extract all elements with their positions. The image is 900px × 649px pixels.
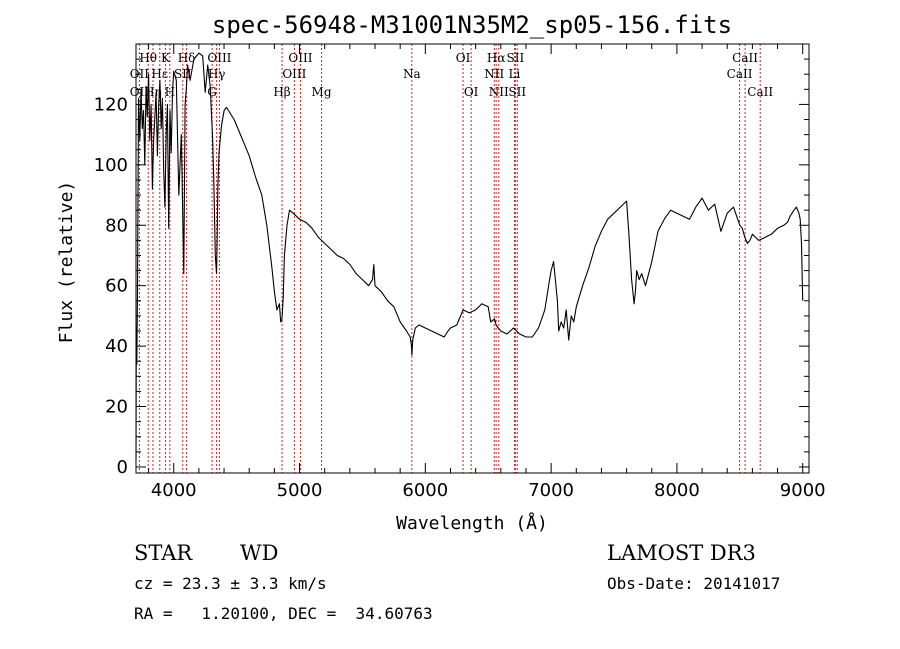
survey-name: LAMOST DR3: [607, 541, 756, 565]
spectral-line-label: OIII: [282, 67, 306, 81]
y-axis-label: Flux (relative): [56, 181, 77, 344]
spectral-line-label: CaII: [732, 51, 758, 65]
object-class: STAR: [134, 541, 193, 565]
spectral-line-label: Hθ: [139, 51, 157, 65]
spectral-line-label: Hδ: [178, 51, 196, 65]
spectral-line-label: H: [165, 85, 175, 99]
spectral-line-label: SII: [507, 51, 525, 65]
spectral-line-label: K: [161, 51, 171, 65]
chart-title: spec-56948-M31001N35M2_sp05-156.fits: [212, 11, 732, 39]
y-tick-label: 80: [105, 215, 128, 236]
y-tick-label: 60: [105, 276, 128, 297]
spectral-line-label: Mg: [312, 85, 332, 99]
spectral-line-label: OII: [130, 85, 150, 99]
x-tick-label: 8000: [654, 480, 700, 501]
x-tick-label: 6000: [402, 480, 448, 501]
y-tick-label: 100: [94, 155, 128, 176]
spectral-line-label: NII: [489, 85, 509, 99]
spectral-line-label: CaII: [747, 85, 773, 99]
spectral-line-label: OI: [464, 85, 479, 99]
spectral-line-label: SII: [508, 85, 526, 99]
spectral-line-label: OI: [456, 51, 471, 65]
x-tick-label: 9000: [780, 480, 826, 501]
x-tick-label: 4000: [151, 480, 197, 501]
object-subclass: WD: [240, 541, 278, 565]
spectral-line-label: CaII: [727, 67, 753, 81]
spectral-line-label: Hβ: [273, 85, 290, 99]
spectrum-line: [135, 52, 804, 461]
spectral-line-label: Li: [508, 67, 520, 81]
spectral-line-label: G: [207, 85, 217, 99]
spectral-line-label: Hε: [151, 67, 168, 81]
axis-ticks: 4000 5000 6000 7000 8000 9000 0 20 40 60 80 100 120: [94, 44, 826, 501]
spectral-line-label: Hα: [487, 51, 506, 65]
spectral-line-label: OIII: [207, 51, 231, 65]
spectral-line-label: OIII: [288, 51, 312, 65]
x-tick-label: 7000: [528, 480, 574, 501]
redshift-cz: cz = 23.3 ± 3.3 km/s: [134, 574, 327, 593]
y-tick-label: 120: [94, 94, 128, 115]
y-tick-label: 40: [105, 336, 128, 357]
line-markers: [138, 44, 761, 473]
x-axis-label: Wavelength (Å): [396, 512, 548, 534]
spectral-line-label: Hγ: [208, 67, 226, 81]
y-tick-label: 20: [105, 397, 128, 418]
observation-date: Obs-Date: 20141017: [607, 574, 780, 593]
y-tick-label: 0: [117, 457, 128, 478]
plot-frame: [135, 43, 810, 474]
x-tick-label: 5000: [277, 480, 323, 501]
spectral-line-label: Na: [403, 67, 421, 81]
spectral-line-label: NII: [484, 67, 504, 81]
ra-dec: RA = 1.20100, DEC = 34.60763: [134, 604, 433, 623]
